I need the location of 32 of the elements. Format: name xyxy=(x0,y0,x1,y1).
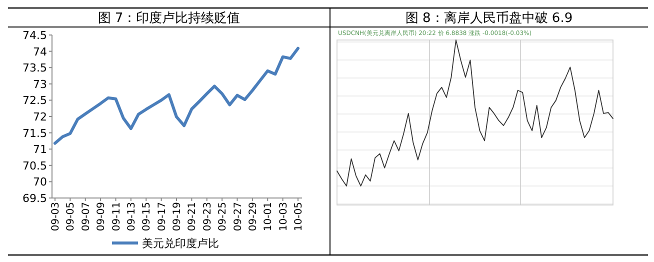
x-tick-label: 09-13 xyxy=(126,202,138,232)
legend-label: 美元兑印度卢比 xyxy=(142,237,219,250)
x-tick-label: 09-05 xyxy=(66,202,77,232)
legend-item: 美元兑印度卢比 xyxy=(112,237,219,250)
x-tick-label: 09-11 xyxy=(111,202,122,232)
x-tick-label: 09-25 xyxy=(218,202,229,232)
x-tick-label: 09-19 xyxy=(172,202,183,232)
x-tick-label: 09-27 xyxy=(232,202,244,232)
y-tick-label: 70.5 xyxy=(22,159,47,172)
x-tick-label: 09-15 xyxy=(142,202,153,232)
x-tick-label: 09-07 xyxy=(80,202,92,232)
x-tick-label: 09-09 xyxy=(96,202,108,232)
x-tick-label: 10-05 xyxy=(294,202,304,232)
chart-title: 图 8：离岸人民币盘中破 6.9 xyxy=(405,10,573,26)
y-tick-label: 70 xyxy=(33,176,47,189)
y-tick-label: 74.5 xyxy=(22,29,47,42)
y-tick-label: 72 xyxy=(33,110,47,124)
x-tick-label: 10-03 xyxy=(278,202,290,232)
y-tick-label: 73 xyxy=(33,78,47,91)
y-tick-label: 69.5 xyxy=(22,192,47,205)
y-tick-label: 71.5 xyxy=(22,126,47,140)
y-tick-label: 74 xyxy=(33,45,47,58)
y-tick-label: 71 xyxy=(33,143,47,156)
x-tick-label: 09-21 xyxy=(187,202,198,232)
x-tick-label: 09-23 xyxy=(202,202,214,232)
y-tick-label: 72.5 xyxy=(22,94,47,108)
x-tick-label: 09-03 xyxy=(50,202,62,232)
x-tick-label: 09-29 xyxy=(248,202,259,232)
chart-title: 图 7：印度卢比持续贬值 xyxy=(98,10,240,26)
y-tick-label: 73.5 xyxy=(22,62,47,75)
x-tick-label: 09-17 xyxy=(156,202,168,232)
x-tick-label: 10-01 xyxy=(263,202,274,232)
